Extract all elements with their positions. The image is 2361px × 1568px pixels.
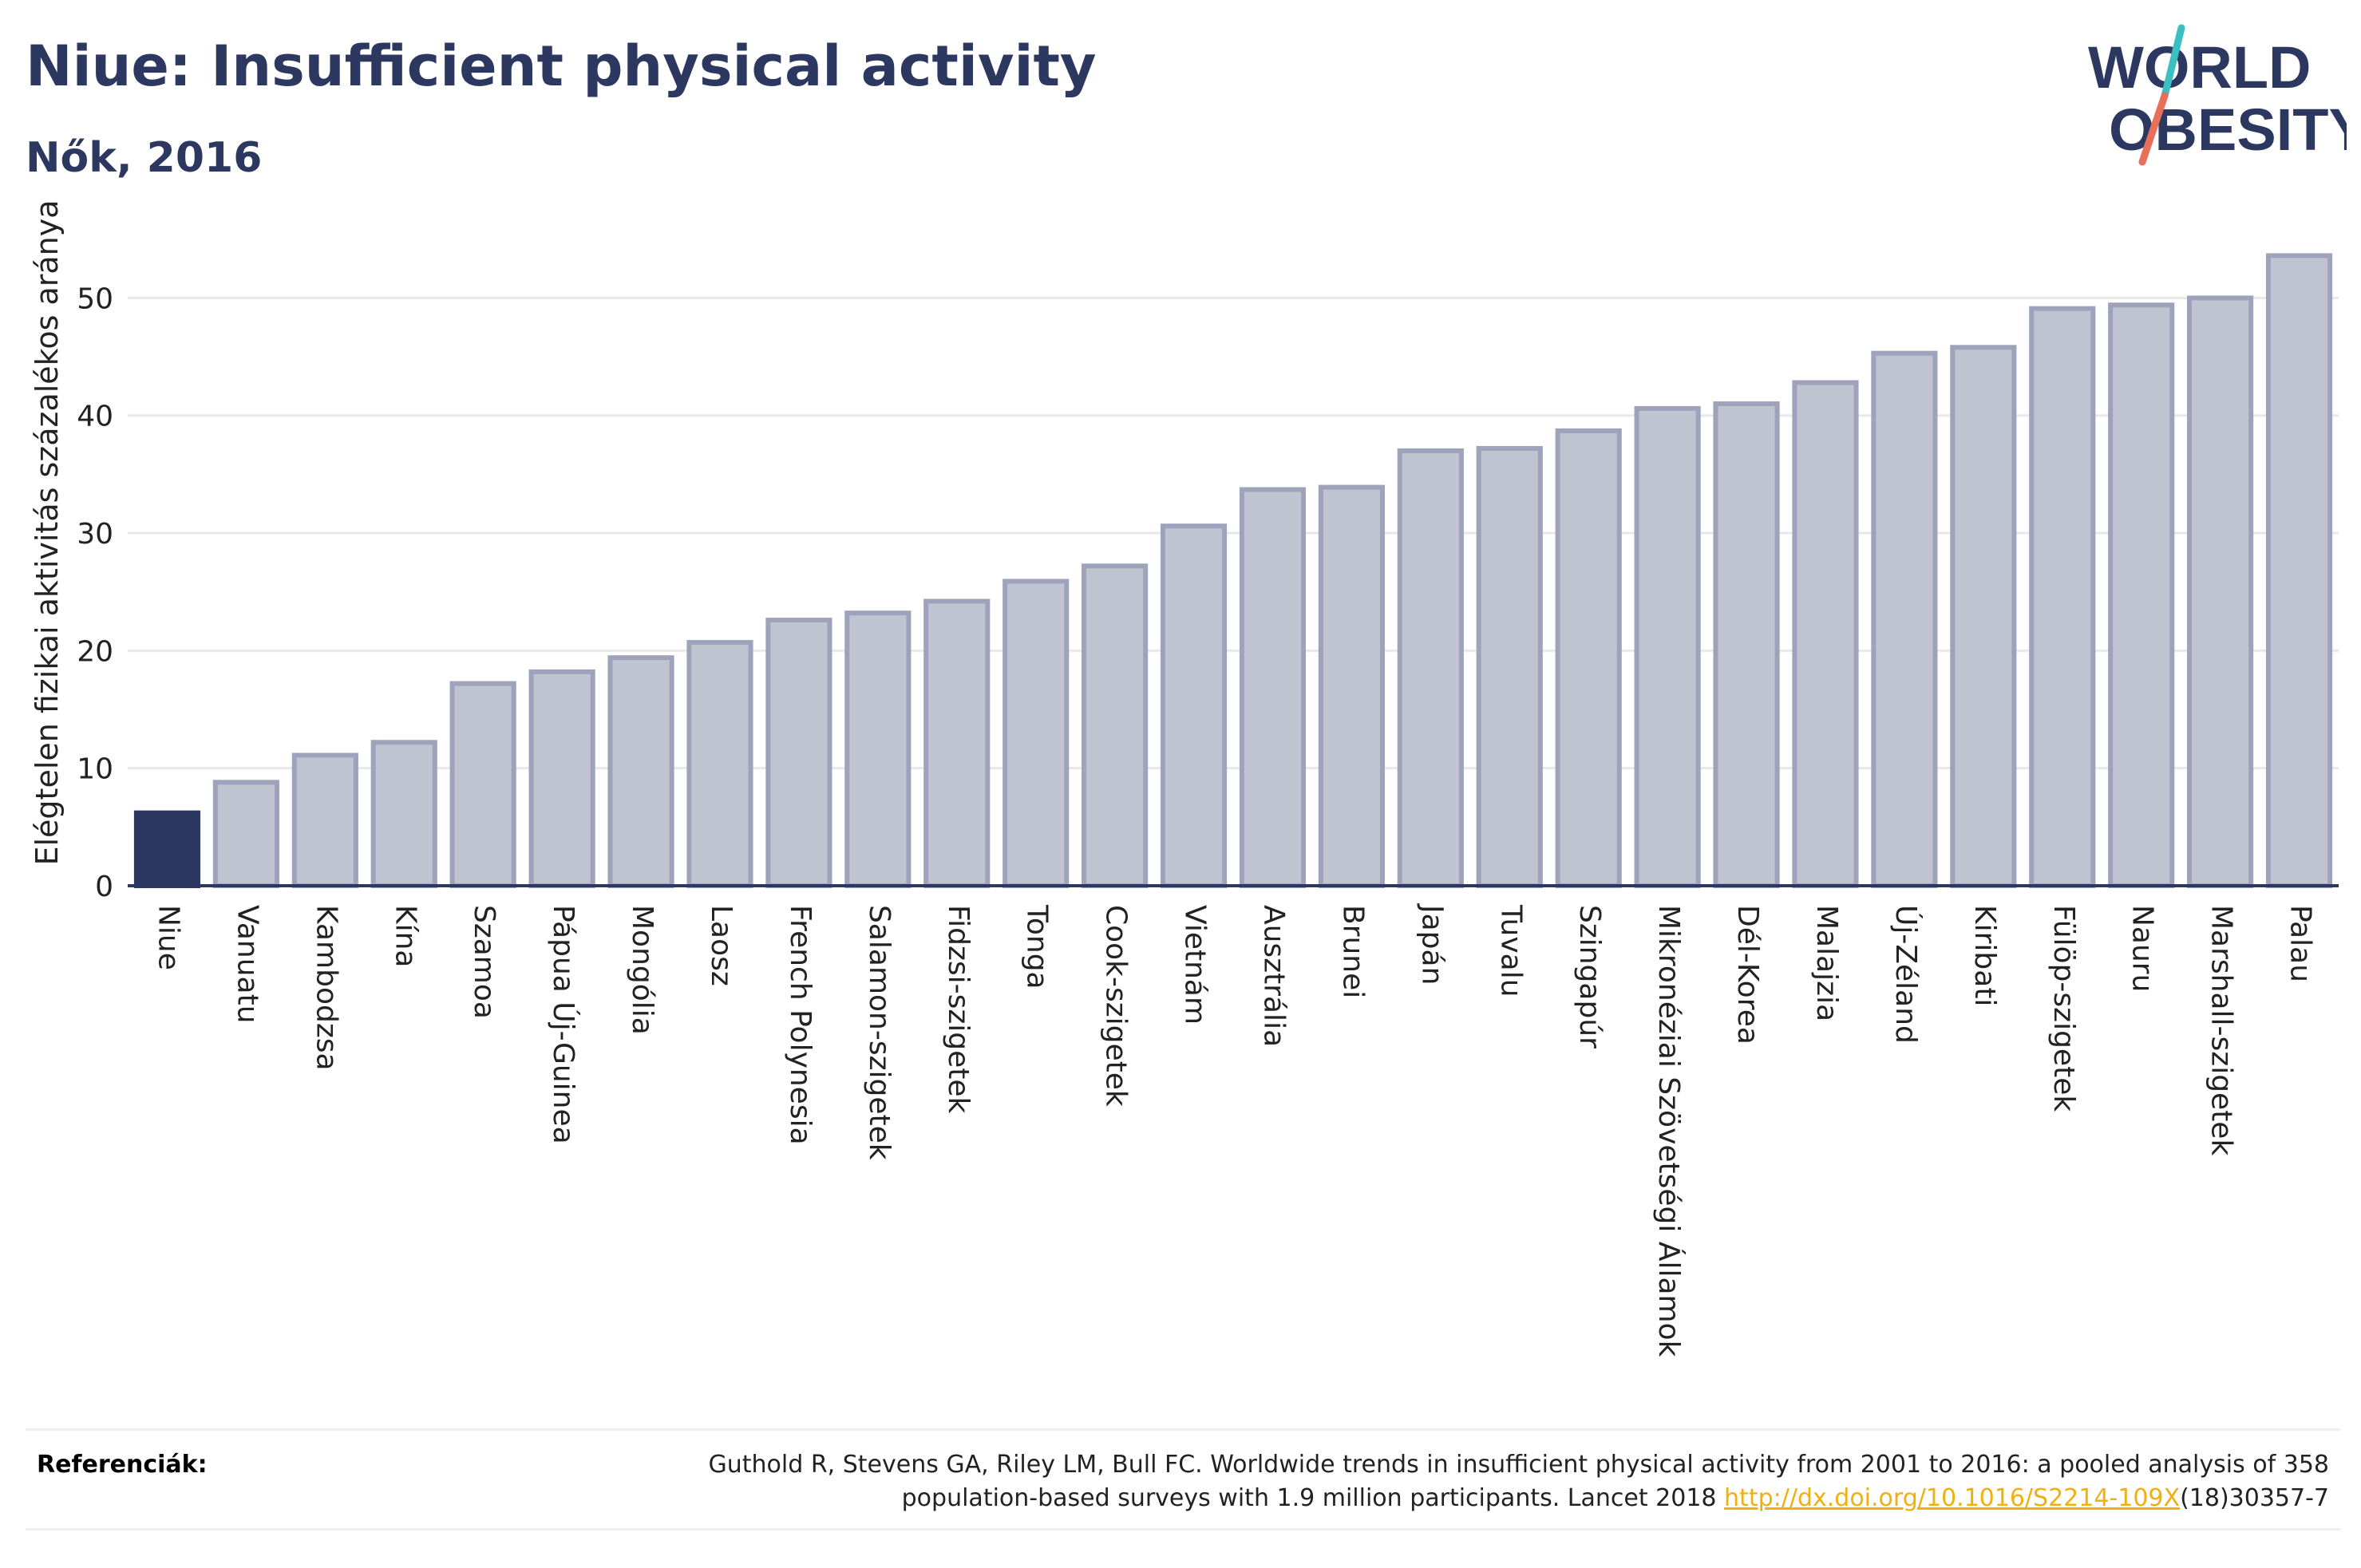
tick-labels: 0 10 20 30 40 50 Niue Vanuatu Kambodzsa Kína Szamo… [77, 282, 2316, 1357]
y-tick-label: 0 [95, 871, 113, 903]
bar-p-pua-j-guinea [528, 669, 595, 888]
footer-divider-bottom [26, 1528, 2340, 1530]
bar-mong-lia [607, 655, 674, 888]
x-tick-label: Salamon-szigetek [863, 905, 896, 1160]
bar-nauru [2108, 302, 2175, 889]
reference-line-1: Guthold R, Stevens GA, Riley LM, Bull FC… [708, 1451, 2329, 1479]
logo-slash-coral [2138, 92, 2169, 166]
doi-link[interactable]: http://dx.doi.org/10.1016/S2214-109X [1724, 1484, 2181, 1512]
bar-mikron-ziai-sz-vets-gi-llamok [1634, 405, 1701, 888]
x-tick-label: Mikronéziai Szövetségi Államok [1652, 905, 1686, 1357]
bar-jap-n [1397, 448, 1464, 888]
bar-laosz [686, 640, 753, 888]
bar-cook-szigetek [1082, 563, 1149, 888]
bar-tuvalu [1476, 445, 1543, 888]
x-tick-label: Kiribati [1968, 905, 2001, 1006]
x-tick-label: Vanuatu [231, 905, 263, 1024]
bar-ausztr-lia [1239, 487, 1307, 888]
x-tick-label: Ausztrália [1257, 905, 1290, 1047]
references-text: Guthold R, Stevens GA, Riley LM, Bull FC… [493, 1448, 2329, 1515]
bar-malajzia [1792, 380, 1859, 888]
bar-szamoa [449, 681, 516, 888]
bar-szingap-r [1555, 428, 1622, 888]
x-tick-label: Fülöp-szigetek [2047, 905, 2080, 1112]
bar-kambodzsa [291, 752, 358, 888]
bar--j-z-land [1871, 350, 1938, 889]
y-axis-label: Elégtelen fizikai aktivitás százalékos a… [30, 199, 65, 865]
x-tick-label: Cook-szigetek [1100, 905, 1133, 1107]
bars [133, 253, 2333, 889]
y-tick-label: 10 [77, 753, 113, 786]
x-tick-label: Tonga [1021, 904, 1054, 989]
bar-vanuatu [212, 780, 279, 888]
x-tick-label: French Polynesia [784, 905, 817, 1145]
logo-line1: WORLD [2088, 34, 2312, 101]
x-tick-label: Fidzsi-szigetek [942, 905, 975, 1114]
x-tick-label: Tuvalu [1494, 904, 1527, 997]
x-tick-label: Pápua Új-Guinea [547, 905, 580, 1144]
bar-brunei [1318, 484, 1385, 889]
bar-d-l-korea [1713, 401, 1780, 889]
bar-chart: 0 10 20 30 40 50 Niue Vanuatu Kambodzsa Kína Szamo… [30, 199, 2339, 1357]
bar-marshall-szigetek [2187, 295, 2254, 888]
bar-k-na [370, 740, 437, 889]
x-tick-label: Dél-Korea [1731, 905, 1764, 1045]
x-tick-label: Brunei [1336, 905, 1369, 998]
x-tick-label: Új-Zéland [1889, 905, 1923, 1044]
chart-subtitle: Nők, 2016 [26, 134, 263, 182]
bar-salamon-szigetek [844, 610, 912, 888]
logo-slash-teal [2161, 24, 2185, 100]
bar-palau [2265, 253, 2333, 889]
x-tick-label: Kína [389, 905, 421, 968]
x-tick-label: Laosz [705, 905, 738, 986]
x-tick-label: Szamoa [468, 905, 500, 1019]
bar-fidzsi-szigetek [923, 598, 991, 888]
x-tick-label: Palau [2284, 905, 2317, 982]
x-tick-label: Niue [152, 905, 184, 970]
y-tick-label: 50 [77, 282, 113, 315]
y-tick-label: 40 [77, 401, 113, 433]
footer-divider-top [26, 1428, 2340, 1431]
x-tick-label: Marshall-szigetek [2205, 905, 2238, 1155]
bar-kiribati [1950, 345, 2017, 888]
chart-title: Niue: Insufficient physical activity [26, 34, 1097, 99]
x-tick-label: Nauru [2126, 905, 2159, 992]
y-tick-label: 30 [77, 518, 113, 551]
bar-french-polynesia [765, 618, 832, 889]
world-obesity-logo: WORLD OBESITY [2088, 24, 2347, 166]
x-tick-label: Szingapúr [1573, 905, 1606, 1049]
references-label: Referenciák: [37, 1451, 208, 1479]
x-tick-label: Mongólia [626, 905, 658, 1035]
bar-niue [133, 810, 201, 888]
reference-line-2: population-based surveys with 1.9 millio… [901, 1484, 1725, 1512]
x-tick-label: Japán [1415, 903, 1448, 985]
y-tick-label: 20 [77, 635, 113, 668]
x-tick-label: Malajzia [1810, 905, 1843, 1021]
x-tick-label: Vietnám [1179, 905, 1212, 1025]
x-tick-label: Kambodzsa [310, 905, 342, 1071]
reference-line-2-end: (18)30357-7 [2180, 1484, 2329, 1512]
bar-vietn-m [1160, 523, 1228, 888]
bar-f-l-p-szigetek [2029, 306, 2096, 888]
bar-tonga [1003, 579, 1070, 888]
